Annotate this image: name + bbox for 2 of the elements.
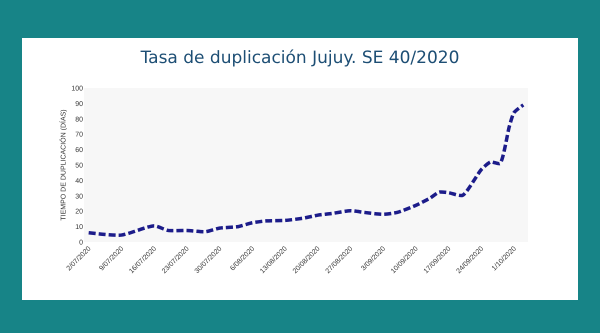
line-series [86,103,526,237]
chart-title: Tasa de duplicación Jujuy. SE 40/2020 [140,48,460,68]
